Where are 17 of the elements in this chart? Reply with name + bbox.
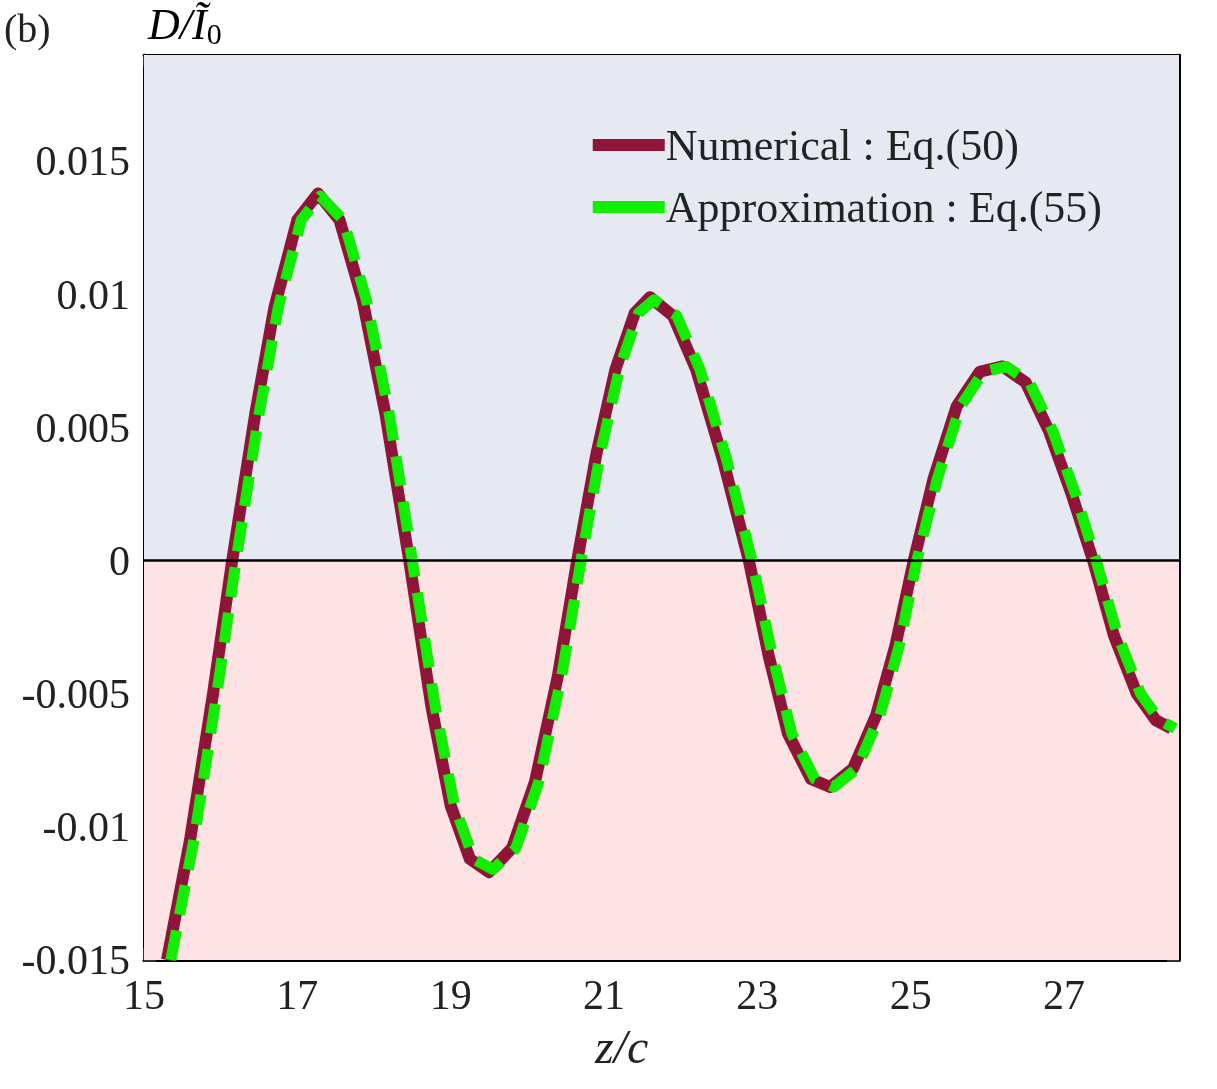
y-tick-label: 0.005 xyxy=(35,404,130,451)
y-tick-label: -0.005 xyxy=(21,670,130,717)
x-tick-label: 19 xyxy=(429,972,472,1018)
y-tick-label: 0.01 xyxy=(56,271,130,318)
x-tick-label: 25 xyxy=(889,972,932,1018)
y-tick-label: 0.015 xyxy=(35,138,130,185)
y-tick-label: 0 xyxy=(109,537,130,584)
x-tick-label: 27 xyxy=(1043,972,1085,1018)
x-tick-label: 17 xyxy=(276,972,319,1018)
x-axis-title: z/c xyxy=(594,1019,649,1073)
legend-label: Approximation : Eq.(55) xyxy=(665,182,1102,232)
x-tick-label: 23 xyxy=(736,972,779,1018)
x-tick-label: 21 xyxy=(583,972,625,1018)
y-axis-title: D/Ĩ0 xyxy=(147,0,222,50)
y-tick-label: -0.01 xyxy=(42,803,130,850)
text: (b) xyxy=(4,5,51,51)
legend-label: Numerical : Eq.(50) xyxy=(665,120,1019,170)
